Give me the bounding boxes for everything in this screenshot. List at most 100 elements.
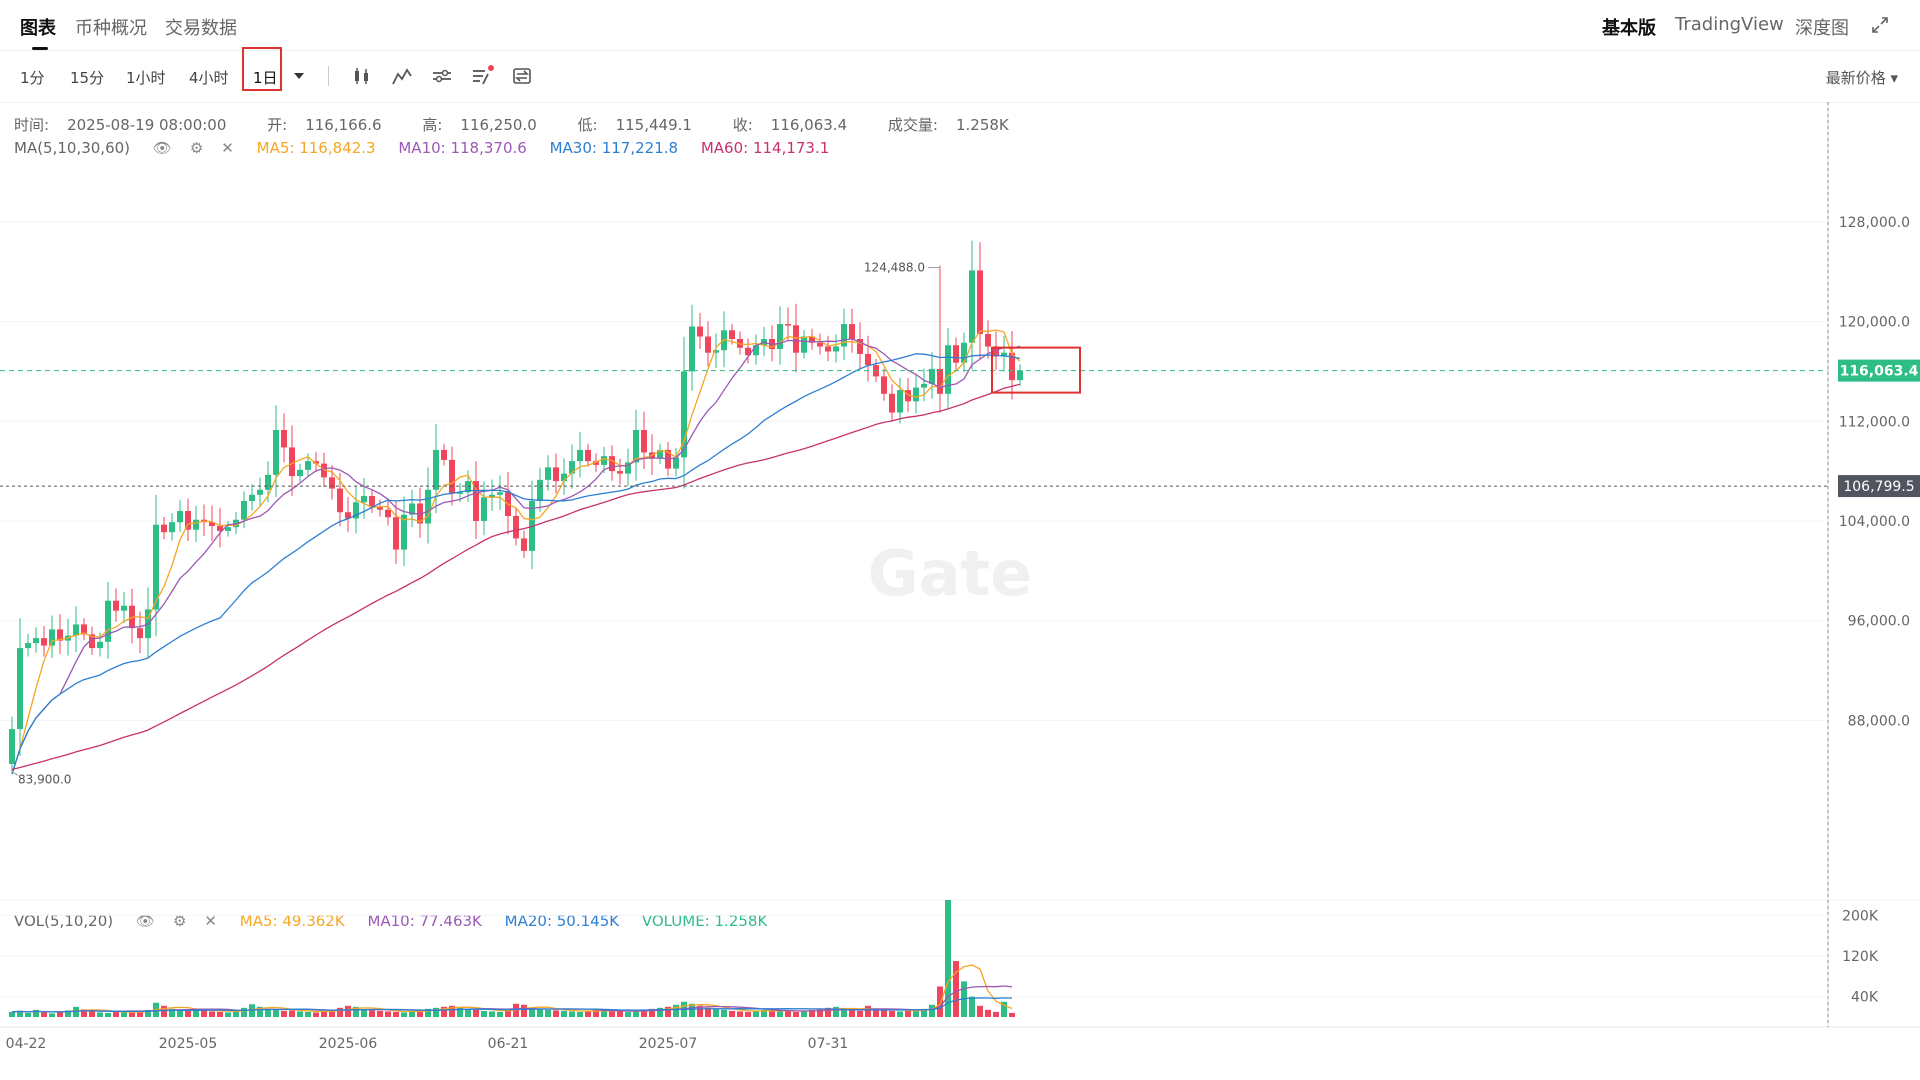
candle-body <box>577 449 583 462</box>
volume-bar <box>705 1007 711 1017</box>
volume-value: 1.258K <box>955 116 1009 134</box>
volume-bar <box>33 1009 39 1017</box>
eye-icon[interactable]: 👁 <box>152 139 172 157</box>
volume-bar <box>209 1011 215 1017</box>
mode-depth[interactable]: 深度图 <box>1795 18 1849 39</box>
volume-bar <box>537 1009 543 1017</box>
candle-body <box>489 494 495 498</box>
active-tab-indicator <box>32 47 48 50</box>
volume-bar <box>457 1007 463 1017</box>
candle-body <box>1001 352 1007 357</box>
interval-1m[interactable]: 1分 <box>20 69 45 87</box>
volume-bar <box>697 1005 703 1017</box>
candle-body <box>169 522 175 533</box>
candle-body <box>601 456 607 465</box>
candle-body <box>185 510 191 530</box>
close-value: 116,063.4 <box>770 116 848 134</box>
candle-body <box>273 429 279 475</box>
tab-coin-overview[interactable]: 币种概况 <box>75 18 147 39</box>
volume-bar <box>513 1003 519 1017</box>
vol-current-value: VOLUME: 1.258K <box>641 912 768 930</box>
mode-basic[interactable]: 基本版 <box>1602 18 1656 39</box>
candle-body <box>945 345 951 394</box>
top-nav: 图表 币种概况 交易数据 基本版 TradingView 深度图 <box>0 0 1920 51</box>
candlestick-icon[interactable] <box>350 64 374 88</box>
time-value: 2025-08-19 08:00:00 <box>67 116 227 134</box>
drawing-icon[interactable] <box>470 64 494 88</box>
candle-body <box>17 648 23 730</box>
volume-bar <box>593 1009 599 1017</box>
crosshair-price-tag <box>1838 475 1920 498</box>
ma60-value: MA60: 114,173.1 <box>700 139 830 157</box>
volume-bar <box>521 1004 527 1017</box>
volume-bar <box>601 1010 607 1017</box>
candle-body <box>513 515 519 539</box>
volume-bar <box>1009 1012 1015 1017</box>
candle-body <box>713 350 719 353</box>
volume-bar <box>161 1005 167 1017</box>
close-icon[interactable]: ✕ <box>204 912 217 930</box>
close-icon[interactable]: ✕ <box>221 139 234 157</box>
chart-toolbar: 1分 15分 1小时 4小时 1日 最新价格 ▾ <box>0 50 1920 103</box>
swap-icon[interactable] <box>510 64 534 88</box>
volume-bar <box>433 1007 439 1017</box>
candle-body <box>801 336 807 353</box>
interval-1h[interactable]: 1小时 <box>126 69 166 87</box>
candle-body <box>161 524 167 533</box>
candle-body <box>81 624 87 635</box>
volume-bar <box>97 1012 103 1017</box>
settings-sliders-icon[interactable] <box>430 64 454 88</box>
interval-4h[interactable]: 4小时 <box>189 69 229 87</box>
candle-body <box>809 336 815 343</box>
candle-body <box>25 643 31 649</box>
volume-bar <box>729 1010 735 1017</box>
ohlc-info: 时间: 2025-08-19 08:00:00 开: 116,166.6 高: 116… <box>14 114 1045 135</box>
volume-bar <box>857 1010 863 1017</box>
time-tick-label: 2025-06 <box>319 1036 378 1052</box>
low-marker-label: 83,900.0 <box>18 772 71 786</box>
interval-1d[interactable]: 1日 <box>253 69 278 87</box>
volume-bar <box>849 1009 855 1017</box>
settings-icon[interactable]: ⚙ <box>189 139 204 157</box>
volume-bar <box>833 1006 839 1017</box>
ma10-line <box>11 338 1021 775</box>
volume-bar <box>689 1003 695 1017</box>
volume-bar <box>761 1009 767 1017</box>
candle-body <box>537 479 543 502</box>
volume-bar <box>633 1010 639 1017</box>
highlight-box <box>991 346 1081 394</box>
indicator-icon[interactable] <box>390 64 414 88</box>
time-label: 时间: <box>14 116 50 134</box>
candle-body <box>921 383 927 388</box>
price-type-select[interactable]: 最新价格 ▾ <box>1825 69 1898 87</box>
candle-body <box>721 330 727 351</box>
mode-tradingview[interactable]: TradingView <box>1675 14 1784 35</box>
candle-body <box>857 339 863 354</box>
candle-body <box>297 469 303 477</box>
volume-bar <box>265 1008 271 1017</box>
tab-chart[interactable]: 图表 <box>20 18 56 39</box>
interval-15m[interactable]: 15分 <box>70 69 105 87</box>
price-tick-label: 112,000.0 <box>1839 414 1910 430</box>
candle-body <box>1017 370 1023 381</box>
volume-bar <box>129 1012 135 1017</box>
volume-bar <box>65 1010 71 1017</box>
fullscreen-icon[interactable] <box>1870 15 1890 35</box>
price-tick-label: 96,000.0 <box>1848 614 1910 630</box>
ma30-value: MA30: 117,221.8 <box>549 139 679 157</box>
settings-icon[interactable]: ⚙ <box>172 912 187 930</box>
price-chart[interactable]: Gate 128,000.0 120,000.0 112,000.0 104,000.0… <box>0 102 1920 1080</box>
eye-icon[interactable]: 👁 <box>135 912 155 930</box>
chevron-down-icon[interactable] <box>292 70 306 82</box>
candle-body <box>353 502 359 519</box>
volume-bar <box>993 1011 999 1017</box>
candle-body <box>641 429 647 453</box>
volume-bar <box>913 1009 919 1017</box>
candle-body <box>265 474 271 490</box>
volume-bar <box>569 1011 575 1017</box>
volume-tick-label: 40K <box>1851 990 1879 1006</box>
candle-body <box>281 429 287 448</box>
volume-bar <box>409 1010 415 1017</box>
tab-trading-data[interactable]: 交易数据 <box>165 18 237 39</box>
volume-bar <box>921 1008 927 1017</box>
